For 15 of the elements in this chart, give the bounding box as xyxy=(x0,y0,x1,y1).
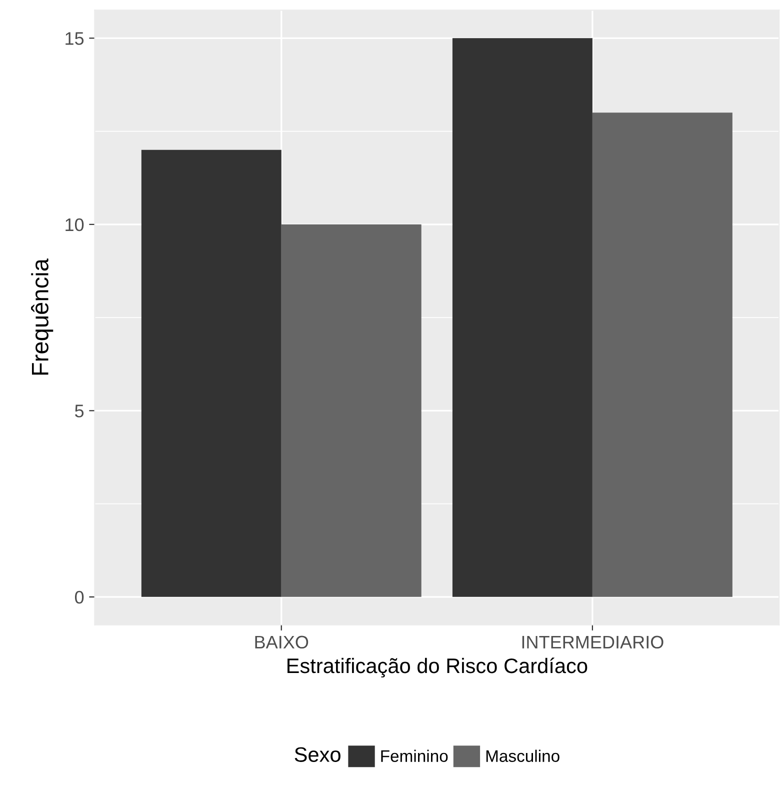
bar xyxy=(452,38,592,597)
x-axis-title: Estratificação do Risco Cardíaco xyxy=(288,658,588,678)
x-tick-label: BAIXO xyxy=(255,636,308,649)
bar xyxy=(281,224,422,597)
legend-label: Feminino xyxy=(381,750,448,762)
y-tick-label: 10 xyxy=(66,218,84,232)
legend-label: Masculino xyxy=(486,750,560,762)
y-tick-label: 5 xyxy=(75,404,84,418)
y-axis-title: Frequência xyxy=(31,258,54,375)
legend-title: Sexo xyxy=(294,747,340,762)
y-tick-label: 0 xyxy=(74,590,84,604)
bar xyxy=(592,112,732,597)
x-tick-label: INTERMEDIARIO xyxy=(522,636,664,649)
bar xyxy=(141,150,282,597)
y-tick-label: 15 xyxy=(66,32,84,45)
